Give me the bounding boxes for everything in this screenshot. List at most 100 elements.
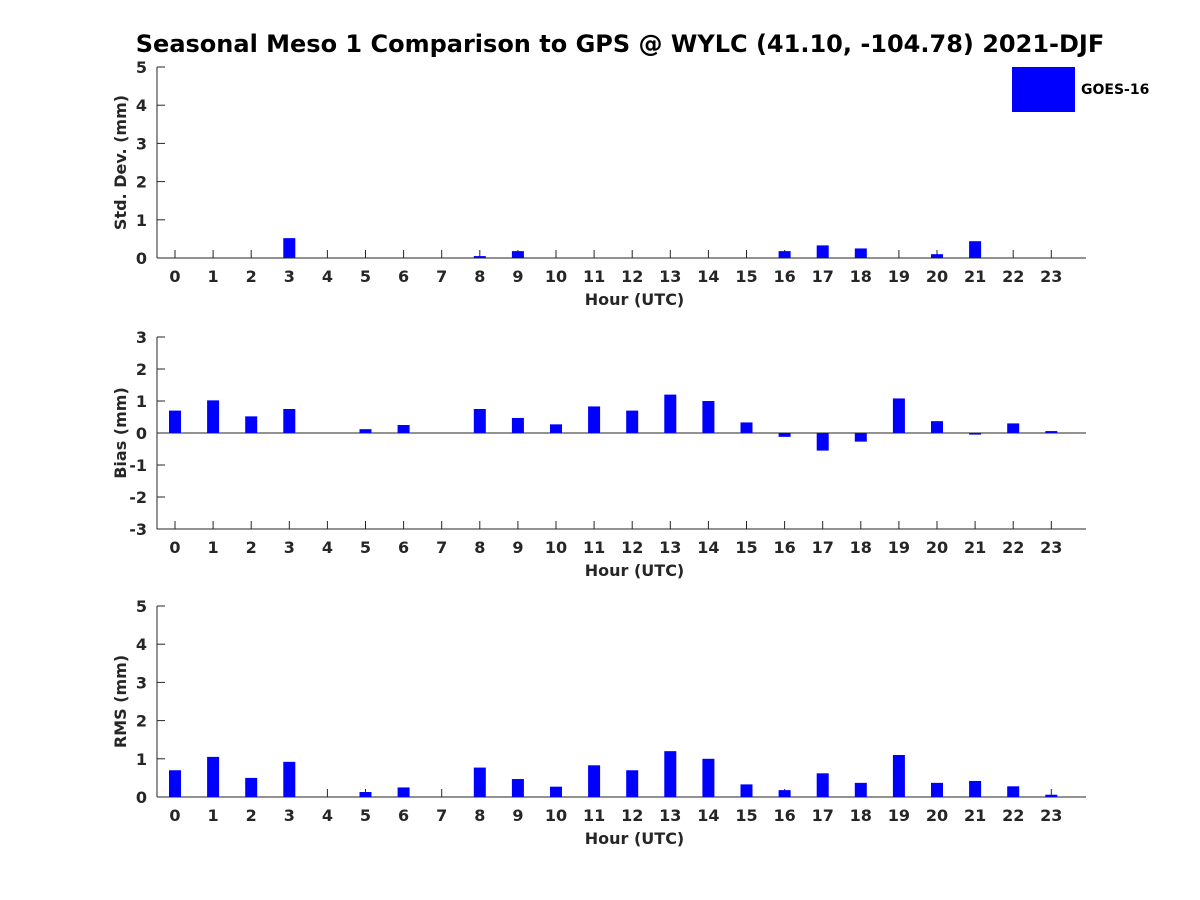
bar-hour-2 (245, 416, 258, 433)
bar-hour-3 (283, 238, 296, 258)
y-axis-label: Std. Dev. (mm) (111, 95, 130, 230)
bar-hour-1 (207, 756, 220, 797)
x-tick-label: 9 (512, 267, 523, 286)
x-tick-label: 11 (583, 538, 605, 557)
y-tick-label: 0 (136, 424, 147, 443)
x-tick-label: 15 (735, 267, 757, 286)
x-tick-label: 16 (773, 538, 795, 557)
bar-hour-20 (931, 782, 943, 797)
x-tick-label: 8 (474, 806, 485, 825)
x-tick-label: 4 (322, 538, 333, 557)
bar-hour-11 (588, 406, 601, 433)
bar-hour-2 (245, 777, 258, 797)
x-tick-label: 21 (964, 538, 986, 557)
x-tick-label: 18 (850, 806, 872, 825)
bar-hour-20 (931, 254, 943, 258)
y-tick-label: 2 (136, 360, 147, 379)
x-tick-label: 20 (926, 538, 948, 557)
x-tick-label: 9 (512, 538, 523, 557)
legend-label: GOES-16 (1081, 81, 1150, 98)
x-tick-label: 15 (735, 806, 757, 825)
x-tick-label: 13 (659, 538, 681, 557)
bar-hour-18 (854, 433, 867, 442)
x-tick-label: 5 (360, 267, 371, 286)
x-tick-label: 10 (545, 267, 567, 286)
bar-hour-16 (778, 790, 791, 797)
y-tick-label: -1 (129, 456, 147, 475)
bar-hour-22 (1007, 423, 1020, 433)
bar-hour-20 (931, 421, 943, 433)
x-tick-label: 17 (812, 538, 834, 557)
bar-hour-17 (816, 433, 829, 451)
x-axis-label: Hour (UTC) (585, 561, 685, 580)
bar-hour-10 (550, 786, 562, 797)
bar-hour-8 (473, 256, 486, 258)
x-tick-label: 12 (621, 806, 643, 825)
bar-hour-0 (169, 410, 181, 433)
y-tick-label: 1 (136, 750, 147, 769)
x-axis-label: Hour (UTC) (585, 290, 685, 309)
x-tick-label: 2 (246, 538, 257, 557)
y-tick-label: 3 (136, 134, 147, 153)
x-tick-label: 14 (697, 806, 719, 825)
x-tick-label: 13 (659, 806, 681, 825)
x-tick-label: 8 (474, 538, 485, 557)
x-tick-label: 22 (1002, 806, 1024, 825)
bar-hour-16 (778, 433, 791, 437)
x-tick-label: 17 (812, 267, 834, 286)
x-tick-label: 17 (812, 806, 834, 825)
bar-hour-3 (283, 409, 296, 433)
x-tick-label: 6 (398, 267, 409, 286)
x-tick-label: 12 (621, 538, 643, 557)
bar-hour-0 (169, 770, 181, 797)
bar-hour-15 (740, 784, 753, 797)
bar-hour-5 (359, 792, 372, 797)
x-tick-label: 2 (246, 267, 257, 286)
bar-hour-12 (626, 410, 639, 433)
bar-hour-19 (892, 754, 905, 797)
y-tick-label: 4 (136, 635, 147, 654)
x-tick-label: 0 (169, 538, 180, 557)
bar-hour-16 (778, 251, 791, 258)
bar-hour-21 (969, 241, 982, 258)
bar-hour-10 (550, 424, 562, 433)
y-tick-label: -3 (129, 520, 147, 539)
bar-hour-14 (702, 401, 715, 433)
chart-title: Seasonal Meso 1 Comparison to GPS @ WYLC… (135, 30, 1105, 58)
x-tick-label: 19 (888, 267, 910, 286)
x-tick-label: 20 (926, 267, 948, 286)
y-tick-label: 1 (136, 392, 147, 411)
x-tick-label: 18 (850, 267, 872, 286)
y-tick-label: 4 (136, 96, 147, 115)
x-tick-label: 2 (246, 806, 257, 825)
x-tick-label: 7 (436, 538, 447, 557)
y-tick-label: 0 (136, 249, 147, 268)
x-tick-label: 21 (964, 806, 986, 825)
x-tick-label: 14 (697, 267, 719, 286)
bar-hour-6 (397, 787, 410, 797)
x-tick-label: 16 (773, 267, 795, 286)
x-tick-label: 1 (208, 806, 219, 825)
x-tick-label: 23 (1040, 806, 1062, 825)
bar-hour-11 (588, 765, 601, 797)
bar-hour-5 (359, 429, 372, 433)
x-tick-label: 18 (850, 538, 872, 557)
bar-hour-17 (816, 245, 829, 258)
x-tick-label: 19 (888, 538, 910, 557)
bar-hour-23 (1045, 794, 1058, 797)
x-tick-label: 21 (964, 267, 986, 286)
y-tick-label: 3 (136, 673, 147, 692)
x-tick-label: 14 (697, 538, 719, 557)
bar-hour-6 (397, 425, 410, 433)
x-tick-label: 22 (1002, 267, 1024, 286)
bar-hour-22 (1007, 786, 1020, 797)
y-tick-label: 5 (136, 58, 147, 77)
bar-hour-21 (969, 780, 982, 797)
x-tick-label: 23 (1040, 538, 1062, 557)
x-tick-label: 9 (512, 806, 523, 825)
bar-hour-23 (1045, 431, 1058, 433)
x-tick-label: 13 (659, 267, 681, 286)
legend: GOES-16 (1012, 67, 1149, 112)
bar-hour-17 (816, 773, 829, 797)
